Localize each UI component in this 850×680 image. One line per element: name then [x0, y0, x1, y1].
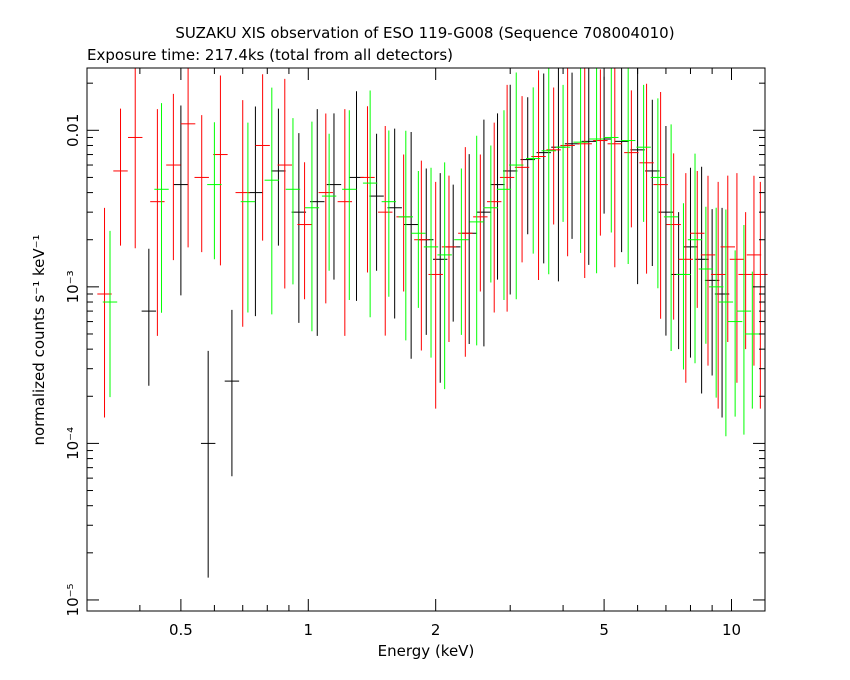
plot-frame: [86, 67, 766, 612]
x-tick-label: 10: [722, 621, 741, 639]
series-group: [102, 68, 760, 437]
x-tick-label: 2: [431, 621, 441, 639]
series-group: [141, 68, 730, 578]
series-layer: [97, 68, 768, 578]
y-tick-label: 10⁻⁴: [64, 427, 82, 460]
x-tick-label: 5: [599, 621, 609, 639]
y-tick-label: 10⁻⁵: [64, 583, 82, 616]
chart-title: SUZAKU XIS observation of ESO 119-G008 (…: [175, 24, 674, 42]
x-tick-label: 0.5: [169, 621, 193, 639]
x-axis-label: Energy (keV): [378, 642, 475, 660]
y-tick-label: 10⁻³: [64, 270, 82, 303]
y-tick-label: 0.01: [64, 114, 82, 147]
series-group: [97, 68, 768, 418]
chart-subtitle: Exposure time: 217.4ks (total from all d…: [87, 46, 453, 64]
axis-ticks: 0.5 1 2 5 10 0.01 10⁻³ 10⁻⁴ 10⁻⁵: [64, 68, 765, 639]
x-tick-label: 1: [304, 621, 314, 639]
y-axis-label: normalized counts s⁻¹ keV⁻¹: [30, 234, 48, 445]
